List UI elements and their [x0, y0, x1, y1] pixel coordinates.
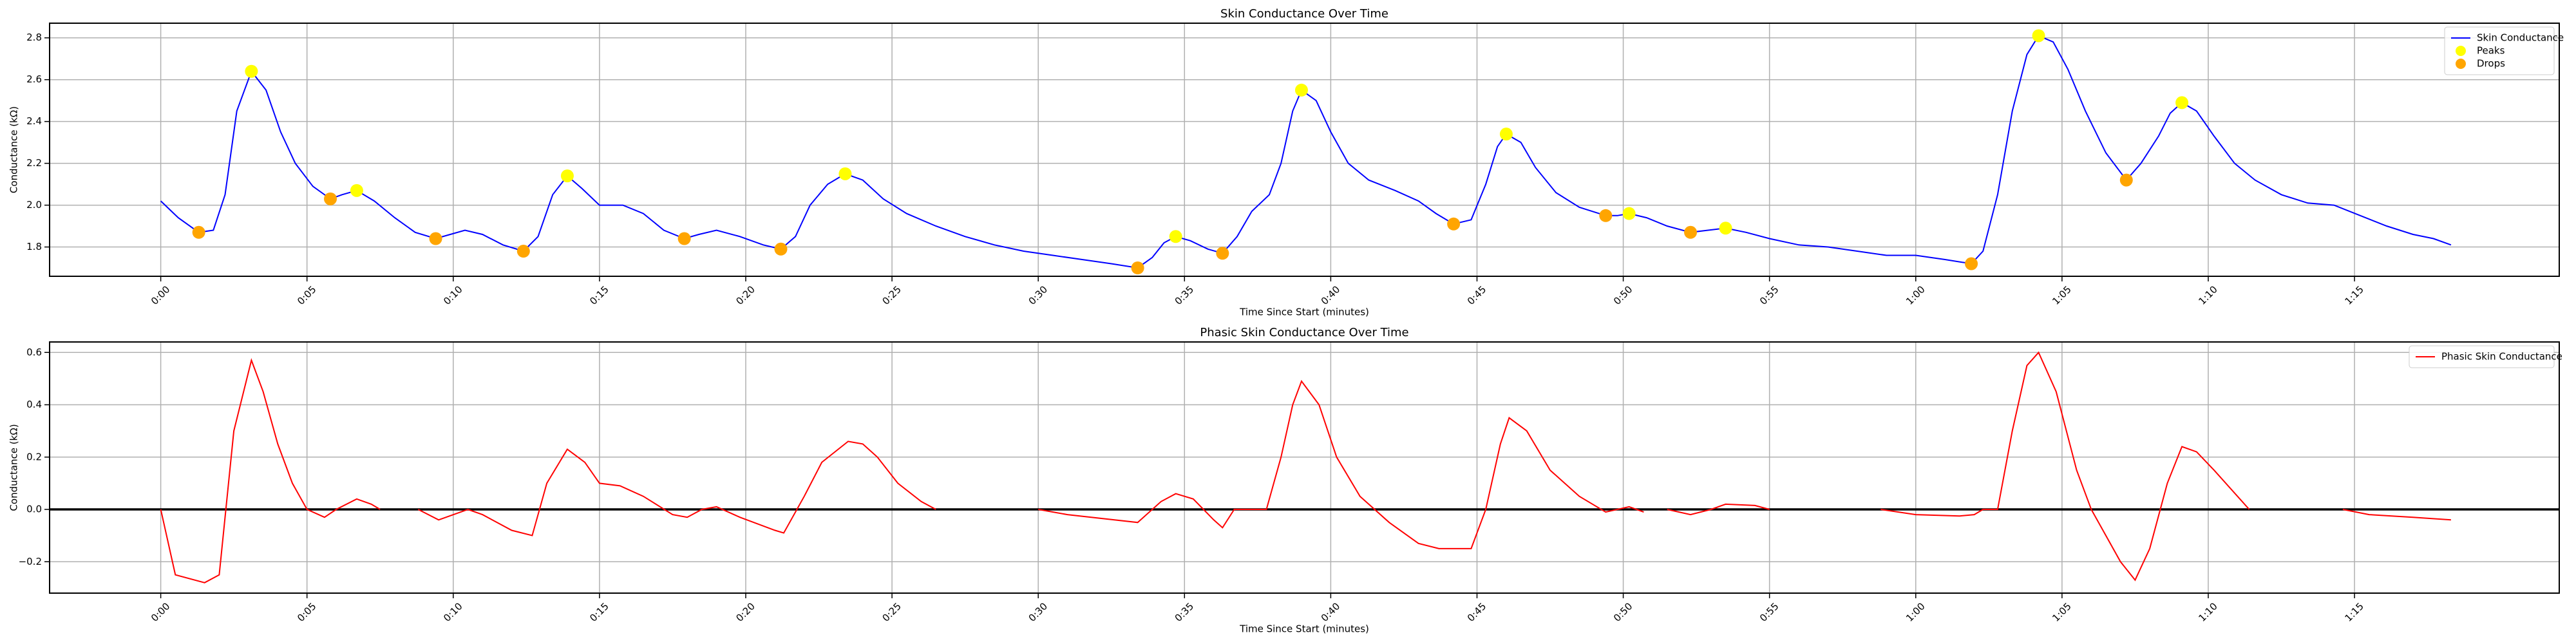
x-tick-label: 0:50: [1611, 283, 1635, 307]
data-point: [1169, 230, 1182, 243]
x-tick-label: 0:55: [1757, 600, 1781, 624]
data-point: [1684, 225, 1698, 239]
x-tick-label: 0:40: [1319, 600, 1343, 624]
legend-label: Drops: [2477, 58, 2505, 70]
data-line: [160, 351, 2451, 583]
y-tick-label: 2.8: [26, 32, 42, 43]
legend: Phasic Skin Conductance: [2409, 345, 2562, 368]
x-tick-label: 0:30: [1027, 283, 1050, 307]
y-tick-label: −0.2: [19, 556, 42, 567]
x-tick-label: 0:25: [880, 283, 904, 307]
y-tick-label: 2.2: [26, 157, 42, 169]
data-point: [245, 64, 258, 78]
x-tick-label: 0:10: [441, 283, 465, 307]
x-tick-label: 1:00: [1904, 600, 1927, 624]
y-tick-label: 0.0: [26, 504, 42, 515]
x-tick-label: 0:35: [1173, 283, 1197, 307]
x-axis-label: Time Since Start (minutes): [1239, 307, 1369, 318]
x-tick-label: 0:35: [1173, 600, 1197, 624]
y-tick-label: 2.0: [26, 199, 42, 211]
x-tick-label: 0:15: [587, 600, 611, 624]
legend-box: [2409, 345, 2555, 368]
data-point: [2175, 96, 2189, 109]
data-point: [324, 192, 337, 205]
legend-box: [2444, 26, 2555, 75]
data-point: [1622, 207, 1636, 220]
x-tick-label: 0:15: [587, 283, 611, 307]
data-point: [350, 184, 363, 197]
data-point: [560, 169, 574, 183]
data-point: [1599, 209, 1613, 222]
plot-area: 0:00 0:05 0:10 0:15 0:20 0:25 0:30 0:35 0:40 0:45…: [8, 326, 2562, 635]
legend-swatch: [2456, 46, 2466, 56]
data-point: [516, 245, 530, 258]
data-point: [838, 167, 852, 180]
x-tick-label: 0:40: [1319, 283, 1343, 307]
data-point: [1447, 217, 1461, 231]
y-axis-label: Conductance (kΩ): [8, 424, 20, 511]
y-tick-label: 0.2: [26, 451, 42, 462]
x-tick-label: 0:20: [734, 283, 757, 307]
data-point: [1131, 261, 1144, 275]
x-tick-label: 1:15: [2342, 600, 2366, 624]
legend-swatch: [2456, 59, 2466, 69]
x-tick-label: 0:50: [1611, 600, 1635, 624]
x-tick-label: 1:15: [2342, 283, 2366, 307]
data-point: [774, 242, 788, 256]
y-tick-label: 0.4: [26, 399, 42, 410]
x-tick-label: 0:25: [880, 600, 904, 624]
data-point: [192, 225, 205, 239]
data-point: [429, 232, 442, 245]
axes-border: [49, 23, 2560, 277]
y-tick-label: 2.6: [26, 73, 42, 85]
x-tick-label: 1:10: [2196, 600, 2220, 624]
axes-border: [49, 341, 2560, 594]
legend-label: Skin Conductance: [2477, 32, 2564, 44]
x-tick-label: 0:10: [441, 600, 465, 624]
data-point: [1294, 83, 1308, 97]
x-tick-label: 0:45: [1465, 283, 1489, 307]
y-axis-label: Conductance (kΩ): [8, 106, 20, 193]
x-tick-label: 1:10: [2196, 283, 2220, 307]
x-tick-label: 0:45: [1465, 600, 1489, 624]
legend-label: Peaks: [2477, 45, 2505, 57]
y-tick-label: 1.8: [26, 241, 42, 252]
y-tick-label: 2.4: [26, 115, 42, 127]
data-line: [160, 35, 2452, 269]
data-point: [1965, 257, 1978, 270]
data-point: [1719, 222, 1732, 235]
x-tick-label: 0:05: [295, 283, 319, 307]
x-tick-label: 0:55: [1757, 283, 1781, 307]
plot-area: 0:00 0:05 0:10 0:15 0:20 0:25 0:30 0:35 0:40 0:45…: [8, 7, 2564, 318]
x-tick-label: 0:00: [149, 283, 173, 307]
x-tick-label: 1:05: [2050, 600, 2074, 624]
data-point: [2119, 173, 2133, 187]
plot-frame: [50, 342, 2559, 593]
legend-label: Phasic Skin Conductance: [2441, 351, 2562, 363]
x-axis-label: Time Since Start (minutes): [1239, 623, 1369, 635]
chart-title: Skin Conductance Over Time: [1220, 7, 1388, 21]
x-tick-label: 1:00: [1904, 283, 1927, 307]
data-point: [1499, 128, 1513, 141]
data-point: [2032, 29, 2045, 43]
chart-title: Phasic Skin Conductance Over Time: [1200, 326, 1408, 339]
x-tick-label: 0:05: [295, 600, 319, 624]
data-point: [677, 232, 691, 245]
data-point: [1216, 247, 1229, 260]
x-tick-label: 0:00: [149, 600, 173, 624]
x-tick-label: 1:05: [2050, 283, 2074, 307]
y-tick-label: 0.6: [26, 346, 42, 358]
x-tick-label: 0:20: [734, 600, 757, 624]
plot-frame: [50, 23, 2559, 276]
x-tick-label: 0:30: [1027, 600, 1050, 624]
